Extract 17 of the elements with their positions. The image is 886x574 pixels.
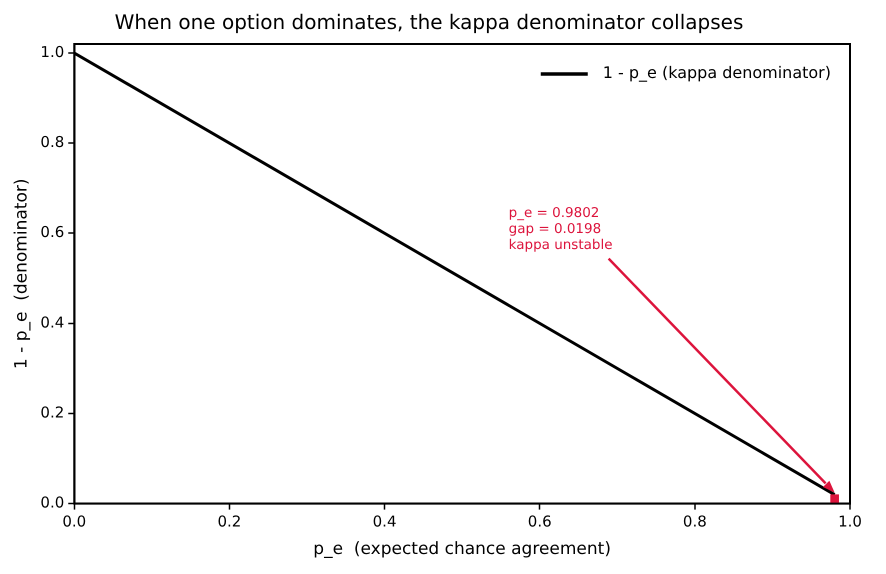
- x-tick-label: 0.2: [217, 512, 242, 530]
- y-tick-label: 1.0: [40, 42, 64, 61]
- y-tick-label: 0.4: [40, 313, 64, 332]
- y-tick-label: 0.0: [40, 493, 64, 512]
- x-tick-label: 1.0: [838, 512, 862, 530]
- chart-title: When one option dominates, the kappa denominator collapses: [114, 10, 744, 34]
- x-tick-label: 0.8: [682, 512, 707, 530]
- x-tick-label: 0.0: [62, 512, 86, 530]
- y-tick-label: 0.6: [40, 223, 64, 242]
- x-tick-label: 0.6: [528, 512, 552, 530]
- y-axis-title: 1 - p_e (denominator): [12, 178, 32, 370]
- annotation: p_e = 0.9802 gap = 0.0198 kappa unstable: [508, 204, 613, 253]
- y-tick-label: 0.2: [40, 403, 64, 422]
- x-tick-label: 0.4: [372, 512, 396, 530]
- legend-label: 1 - p_e (kappa denominator): [602, 63, 831, 82]
- y-tick-label: 0.8: [40, 133, 64, 152]
- x-axis-title: p_e (expected chance agreement): [313, 539, 611, 560]
